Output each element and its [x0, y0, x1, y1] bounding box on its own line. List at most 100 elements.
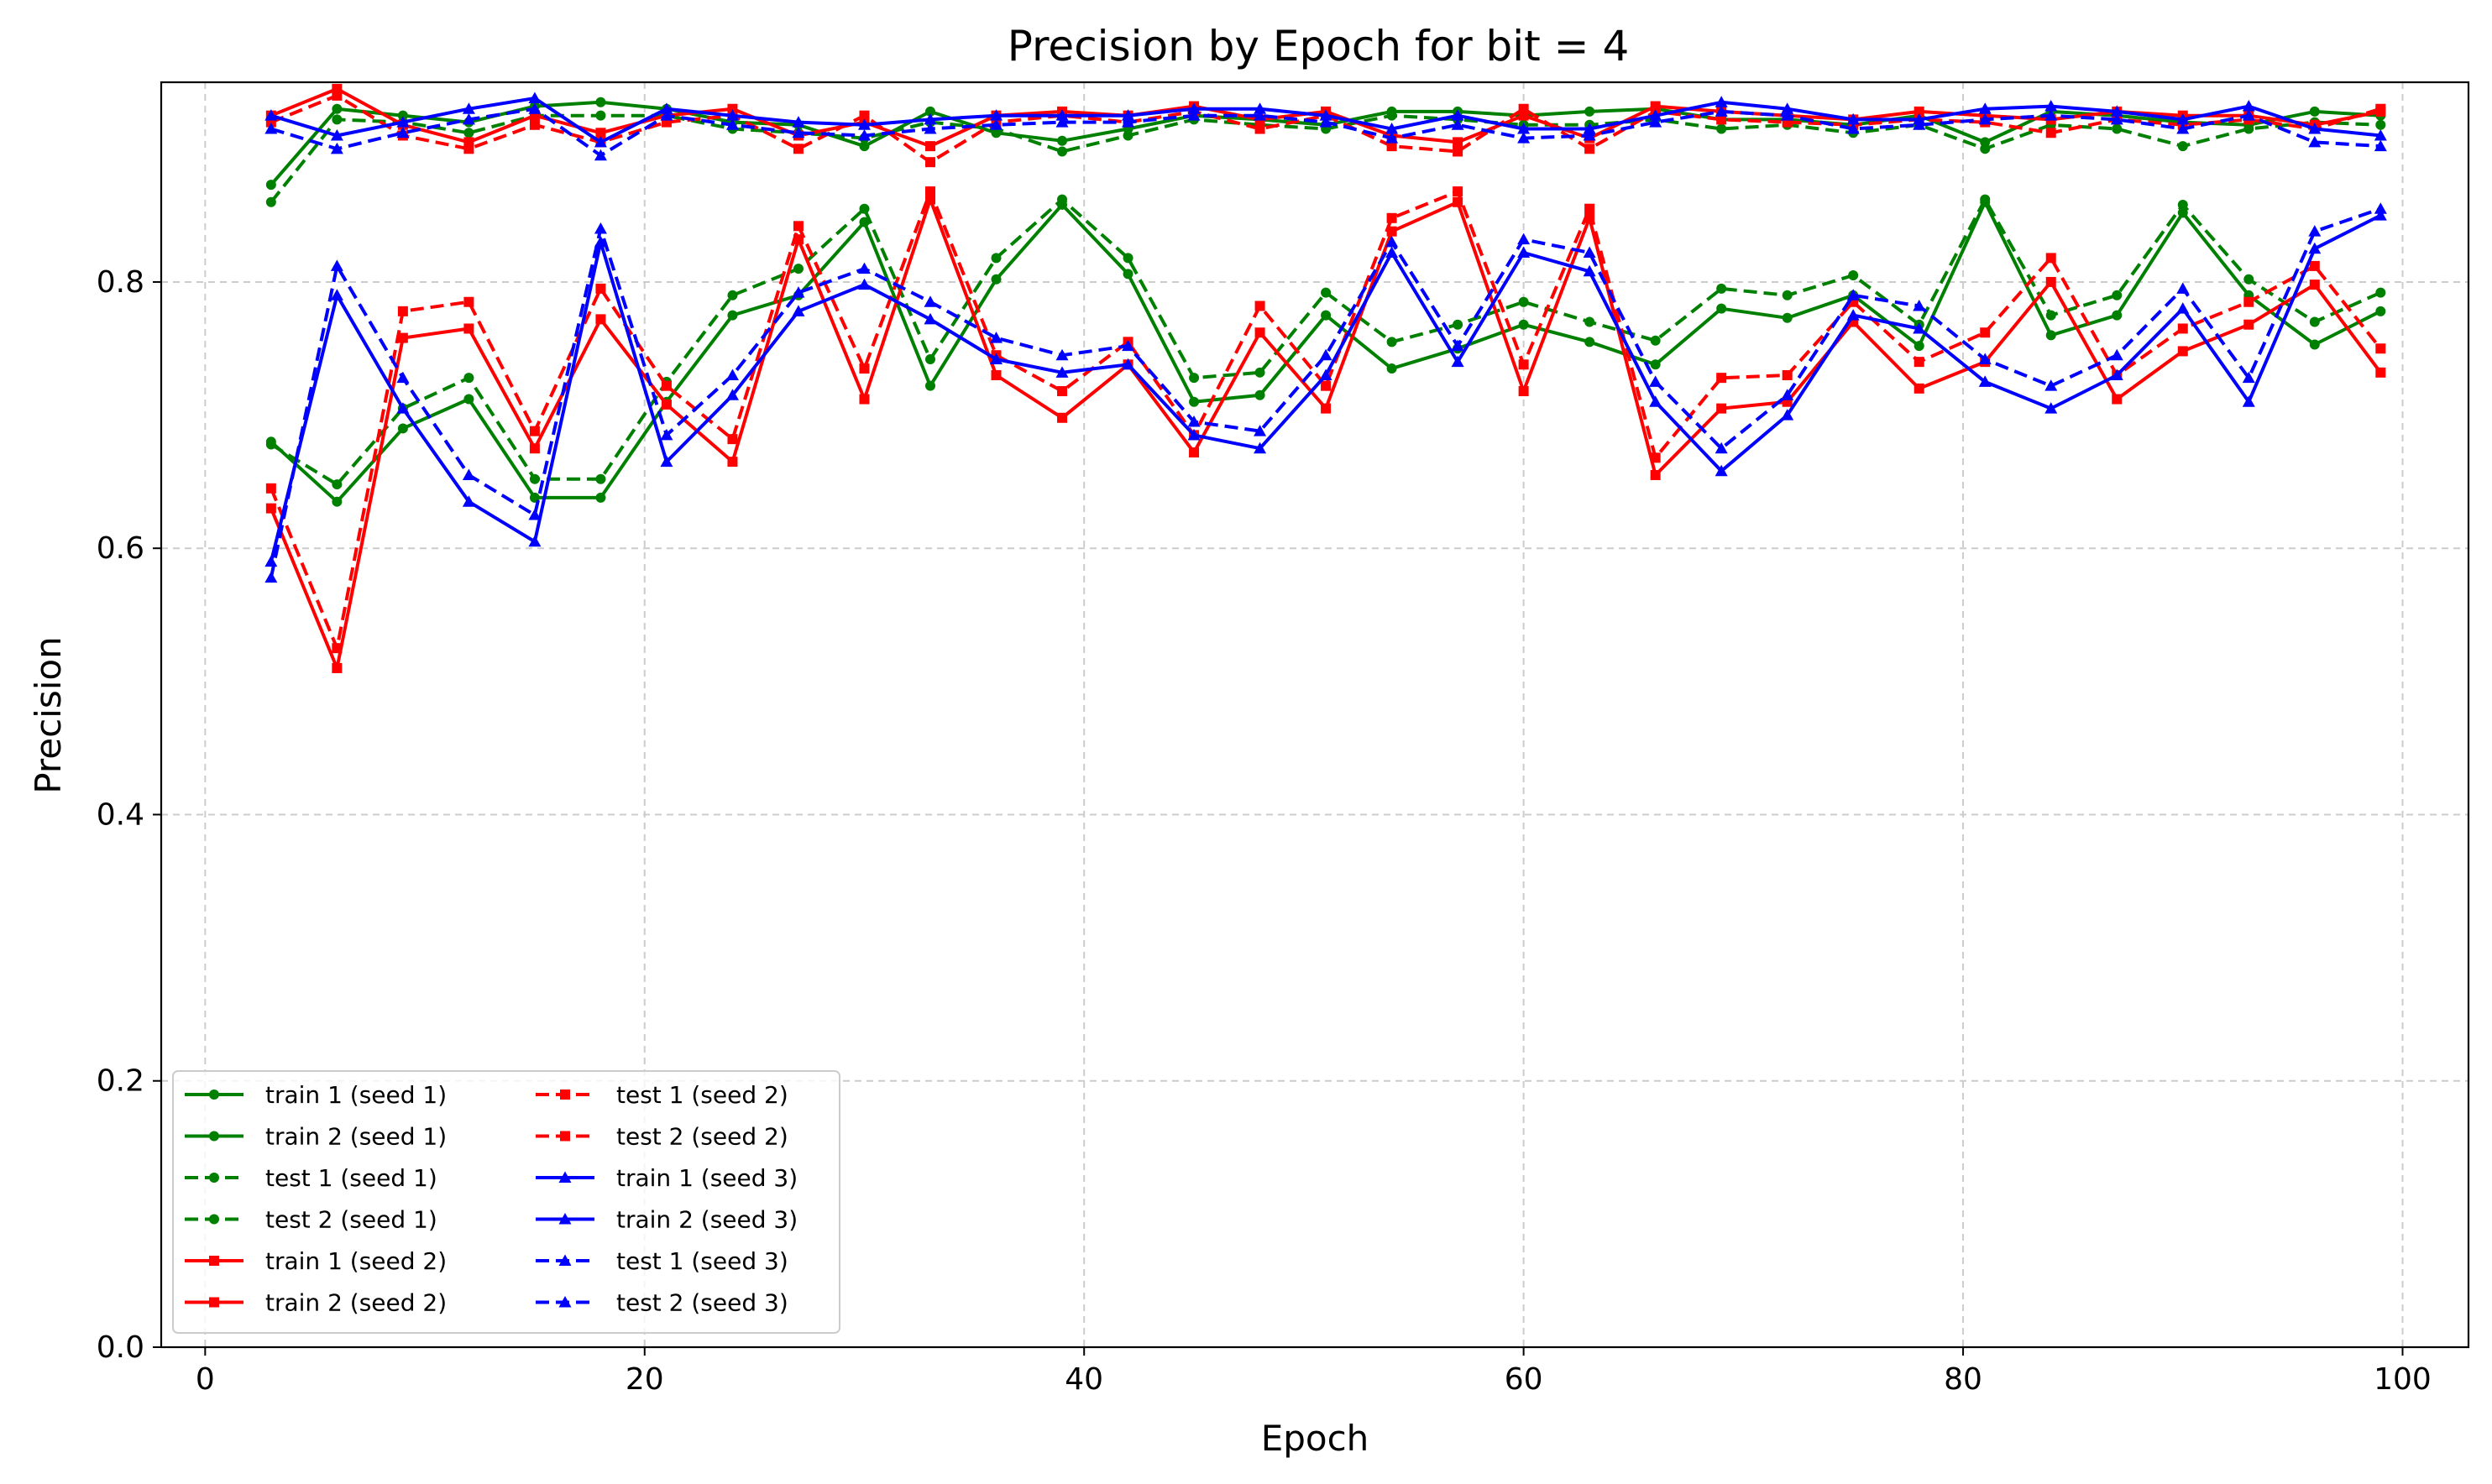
data-point: [1386, 212, 1397, 223]
data-point: [2309, 316, 2320, 327]
data-point: [792, 286, 805, 298]
data-point: [1715, 442, 1728, 454]
data-point: [1451, 355, 1464, 368]
data-point: [209, 1131, 219, 1142]
legend-label: train 2 (seed 2): [265, 1289, 447, 1317]
data-point: [1781, 389, 1794, 400]
data-point: [1451, 109, 1464, 121]
data-point: [209, 1089, 219, 1100]
data-point: [1187, 415, 1201, 427]
data-point: [1385, 123, 1399, 134]
data-point: [1321, 380, 1332, 391]
series: [265, 186, 2386, 654]
data-point: [558, 1213, 572, 1225]
data-point: [558, 1254, 572, 1266]
data-point: [1254, 442, 1267, 454]
data-point: [990, 118, 1003, 130]
data-point: [725, 389, 739, 400]
data-point: [1913, 321, 1926, 334]
plot-area-frame: [160, 81, 2470, 1349]
data-point: [2375, 367, 2386, 378]
data-point: [396, 116, 410, 128]
data-point: [1385, 235, 1399, 248]
data-point: [1189, 447, 1200, 457]
data-point: [1980, 144, 1991, 154]
data-point: [1254, 327, 1265, 338]
data-point: [595, 473, 606, 484]
data-point: [1781, 102, 1794, 114]
data-point: [1055, 109, 1069, 121]
data-point: [2375, 119, 2386, 130]
data-point: [1583, 123, 1596, 134]
data-point: [1914, 106, 1924, 117]
data-point: [1846, 289, 1860, 300]
data-point: [1650, 359, 1661, 370]
data-point: [1385, 132, 1399, 144]
data-point: [1846, 112, 1860, 125]
data-point: [1319, 348, 1332, 361]
data-point: [397, 306, 408, 316]
legend-item: train 1 (seed 2): [185, 1247, 447, 1275]
data-point: [1453, 146, 1463, 157]
data-point: [1319, 368, 1332, 380]
data-point: [1122, 109, 1135, 121]
data-point: [1782, 290, 1793, 300]
data-point: [595, 110, 606, 121]
series: [264, 209, 2387, 567]
data-point: [991, 253, 1002, 264]
data-point: [1518, 296, 1529, 307]
data-point: [1846, 309, 1860, 321]
legend-item: train 1 (seed 1): [185, 1081, 447, 1109]
data-point: [1782, 312, 1793, 323]
data-point: [396, 126, 410, 138]
data-point: [332, 114, 343, 125]
data-point: [661, 399, 672, 410]
data-point: [397, 332, 408, 343]
legend-item: train 2 (seed 3): [536, 1206, 798, 1234]
data-point: [1649, 109, 1662, 121]
data-point: [792, 305, 805, 316]
data-point: [2374, 209, 2387, 221]
data-point: [2243, 296, 2254, 307]
x-axis-title: Epoch: [1261, 1418, 1369, 1459]
data-point: [660, 109, 673, 121]
data-point: [2045, 128, 2056, 138]
data-point: [1650, 452, 1661, 463]
data-point: [2309, 260, 2320, 271]
data-point: [332, 496, 343, 507]
data-point: [991, 369, 1002, 380]
data-point: [660, 455, 673, 468]
y-tick-label: 0.4: [97, 797, 144, 832]
data-point: [1649, 116, 1662, 128]
data-point: [1716, 283, 1727, 294]
data-point: [925, 353, 935, 364]
data-point: [725, 368, 739, 380]
data-point: [1584, 203, 1595, 214]
data-point: [990, 353, 1003, 364]
data-point: [2110, 368, 2123, 380]
data-point: [793, 144, 804, 154]
data-point: [1254, 102, 1267, 114]
legend-item: test 2 (seed 3): [536, 1289, 788, 1317]
data-point: [1122, 339, 1135, 352]
data-point: [2176, 123, 2190, 134]
data-point: [661, 380, 672, 391]
legend-label: test 2 (seed 3): [616, 1289, 788, 1317]
series: [265, 194, 2386, 490]
data-point: [396, 371, 410, 384]
data-point: [1584, 144, 1595, 154]
data-point: [332, 90, 343, 101]
y-tick-label: 0.0: [97, 1330, 144, 1365]
data-point: [2309, 339, 2320, 350]
data-point: [1123, 253, 1133, 264]
data-point: [2243, 123, 2254, 134]
data-point: [528, 91, 542, 104]
data-point: [1584, 106, 1595, 117]
data-point: [1453, 196, 1463, 207]
data-point: [2176, 282, 2190, 294]
x-tick-label: 80: [1944, 1362, 1982, 1397]
x-tick-label: 0: [196, 1362, 215, 1397]
data-point: [1583, 246, 1596, 259]
data-point: [1187, 109, 1201, 121]
data-point: [2242, 100, 2255, 112]
